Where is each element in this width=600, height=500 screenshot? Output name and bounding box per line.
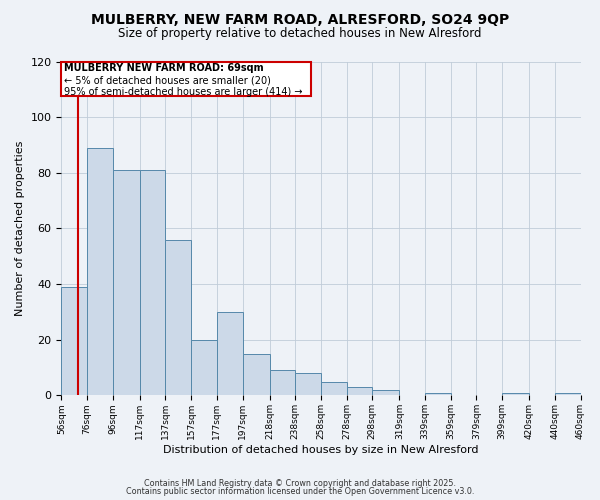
- Y-axis label: Number of detached properties: Number of detached properties: [15, 141, 25, 316]
- Text: MULBERRY NEW FARM ROAD: 69sqm: MULBERRY NEW FARM ROAD: 69sqm: [64, 64, 263, 74]
- Text: Contains public sector information licensed under the Open Government Licence v3: Contains public sector information licen…: [126, 487, 474, 496]
- Bar: [502, 392, 529, 396]
- Text: 95% of semi-detached houses are larger (414) →: 95% of semi-detached houses are larger (…: [64, 87, 302, 97]
- Bar: [373, 390, 400, 396]
- Bar: [61, 287, 87, 396]
- Bar: [269, 370, 295, 396]
- Bar: [87, 148, 113, 396]
- Text: Contains HM Land Registry data © Crown copyright and database right 2025.: Contains HM Land Registry data © Crown c…: [144, 478, 456, 488]
- Bar: [140, 170, 166, 396]
- Bar: [113, 170, 140, 396]
- Text: ← 5% of detached houses are smaller (20): ← 5% of detached houses are smaller (20): [64, 76, 271, 86]
- Bar: [191, 340, 217, 396]
- Bar: [425, 392, 451, 396]
- Bar: [217, 312, 242, 396]
- Text: MULBERRY, NEW FARM ROAD, ALRESFORD, SO24 9QP: MULBERRY, NEW FARM ROAD, ALRESFORD, SO24…: [91, 12, 509, 26]
- Bar: [166, 240, 191, 396]
- Bar: [321, 382, 347, 396]
- Bar: [295, 373, 321, 396]
- Bar: [347, 387, 373, 396]
- Bar: [555, 392, 581, 396]
- Text: Size of property relative to detached houses in New Alresford: Size of property relative to detached ho…: [118, 28, 482, 40]
- Bar: [61, 62, 311, 96]
- Bar: [242, 354, 269, 396]
- X-axis label: Distribution of detached houses by size in New Alresford: Distribution of detached houses by size …: [163, 445, 479, 455]
